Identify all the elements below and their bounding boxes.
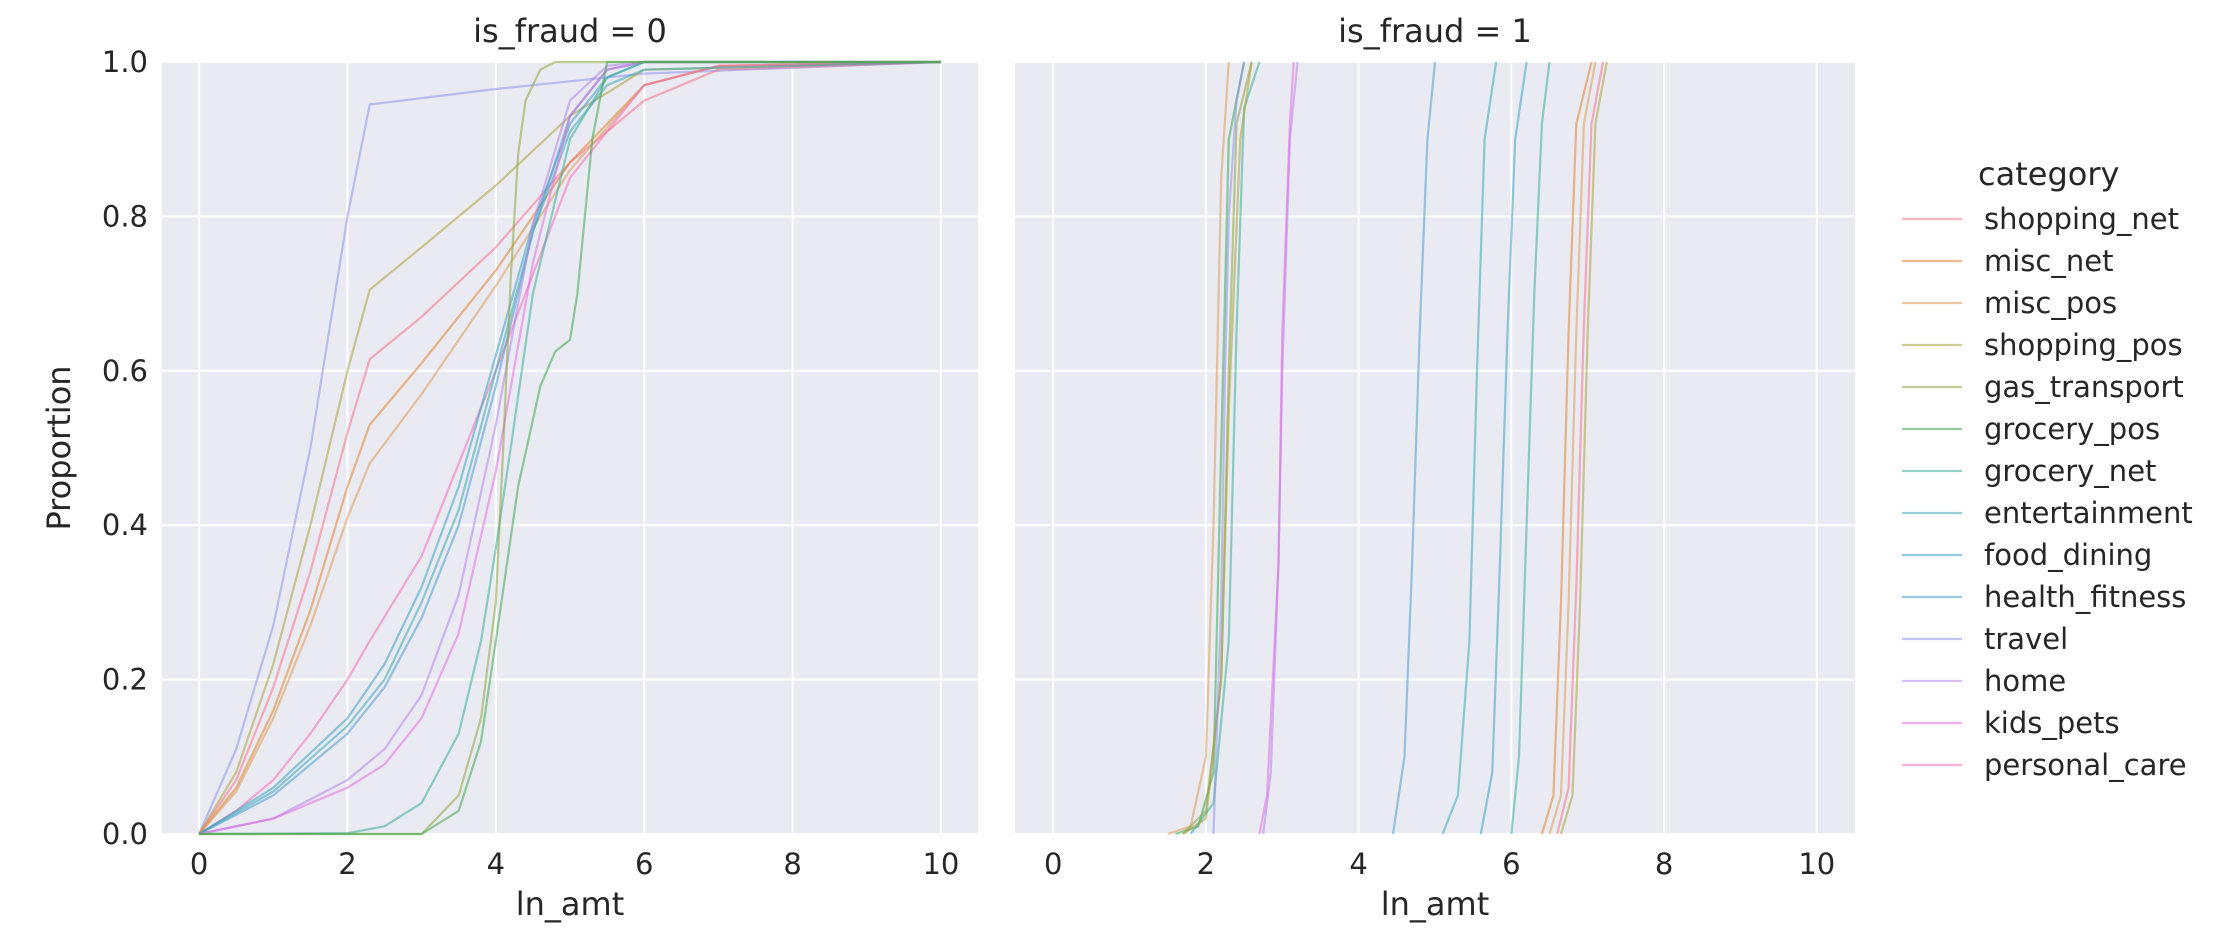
legend-item-misc_net: misc_net: [1902, 244, 2113, 278]
series-line-grocery_net: [1510, 61, 1551, 835]
gridlines: [1015, 61, 1855, 835]
series-line-travel: [1212, 61, 1246, 835]
legend: category shopping_net misc_net misc_posshop…: [1902, 155, 2193, 782]
y-axis-label: Proportion: [40, 365, 78, 530]
x-tick-labels: 0 2 4 6 8 10: [1044, 847, 1835, 881]
x-axis-label: ln_amt: [1381, 885, 1490, 923]
legend-item-misc_pos: misc_pos: [1902, 286, 2117, 320]
x-tick-label: 8: [1655, 847, 1673, 881]
series-line-kids_pets: [198, 60, 941, 836]
y-tick-labels: 0.0 0.2 0.4 0.6 0.8 1.0: [102, 45, 148, 851]
series-line-home: [198, 60, 941, 836]
legend-label: home: [1984, 664, 2066, 698]
legend-item-grocery_pos: grocery_pos: [1902, 412, 2160, 446]
y-tick-label: 0.0: [102, 817, 148, 851]
legend-label: misc_pos: [1984, 286, 2117, 320]
series-line-entertainment: [1441, 61, 1498, 835]
legend-label: entertainment: [1984, 496, 2193, 530]
legend-item-kids_pets: kids_pets: [1902, 706, 2120, 740]
panel-1: 0 2 4 6 8 10 ln_amt is_fraud = 0 0.0 0.2 0.4 0.6 0.8…: [40, 12, 978, 923]
legend-item-shopping_pos: shopping_pos: [1902, 328, 2183, 362]
series-line-misc_net: [1540, 61, 1593, 835]
x-tick-label: 4: [487, 847, 505, 881]
plot-area: [1015, 62, 1855, 834]
series-line-misc_pos: [1548, 61, 1597, 835]
series-line-shopping_net: [198, 60, 941, 835]
y-tick-label: 0.6: [102, 354, 148, 388]
x-tick-label: 10: [1798, 847, 1835, 881]
y-tick-label: 0.2: [102, 663, 148, 697]
series-line-health_fitness: [1391, 61, 1437, 835]
legend-item-personal_care: personal_care: [1902, 748, 2187, 782]
legend-label: personal_care: [1984, 748, 2187, 782]
legend-item-entertainment: entertainment: [1902, 496, 2193, 530]
legend-label: gas_transport: [1984, 370, 2184, 404]
ecdf-series: [1167, 61, 1608, 836]
legend-label: grocery_net: [1984, 454, 2156, 488]
x-tick-label: 10: [922, 847, 959, 881]
x-tick-label: 0: [190, 847, 208, 881]
series-line-personal_care: [198, 60, 941, 835]
legend-label: shopping_pos: [1984, 328, 2183, 362]
ecdf-series: [198, 60, 941, 836]
x-tick-label: 0: [1044, 847, 1062, 881]
x-tick-labels: 0 2 4 6 8 10: [190, 847, 959, 881]
y-tick-label: 1.0: [102, 45, 148, 79]
panel-title: is_fraud = 1: [1338, 12, 1532, 50]
legend-item-gas_transport: gas_transport: [1902, 370, 2184, 404]
legend-title: category: [1978, 155, 2119, 193]
x-tick-label: 2: [1197, 847, 1215, 881]
series-line-shopping_pos: [1559, 61, 1608, 835]
x-axis-label: ln_amt: [516, 885, 625, 923]
legend-label: travel: [1984, 622, 2068, 656]
y-tick-label: 0.8: [102, 199, 148, 233]
x-tick-label: 8: [783, 847, 801, 881]
legend-label: health_fitness: [1984, 580, 2186, 614]
series-line-gas_transport: [199, 60, 941, 836]
series-line-shopping_net: [1556, 61, 1605, 835]
legend-label: misc_net: [1984, 244, 2113, 278]
plot-area: [162, 62, 978, 834]
legend-label: food_dining: [1984, 538, 2152, 572]
legend-item-home: home: [1902, 664, 2066, 698]
series-line-grocery_pos: [199, 60, 941, 836]
legend-item-grocery_net: grocery_net: [1902, 454, 2156, 488]
series-line-shopping_pos: [1182, 61, 1253, 835]
panel-title: is_fraud = 0: [473, 12, 667, 50]
series-line-food_dining: [1479, 61, 1528, 835]
x-tick-label: 6: [1502, 847, 1520, 881]
x-tick-label: 6: [635, 847, 653, 881]
gridlines: [162, 61, 978, 835]
series-line-misc_pos: [1167, 61, 1230, 836]
legend-item-travel: travel: [1902, 622, 2068, 656]
panel-2: 0 2 4 6 8 10 ln_amt is_fraud = 1: [1015, 12, 1855, 923]
series-line-grocery_net: [199, 60, 941, 836]
legend-item-health_fitness: health_fitness: [1902, 580, 2186, 614]
panels: 0 2 4 6 8 10 ln_amt is_fraud = 0 0.0 0.2 0.4 0.6 0.8…: [40, 12, 1855, 923]
legend-label: kids_pets: [1984, 706, 2120, 740]
x-tick-label: 4: [1349, 847, 1367, 881]
legend-label: grocery_pos: [1984, 412, 2160, 446]
legend-item-shopping_net: shopping_net: [1902, 202, 2179, 236]
legend-item-food_dining: food_dining: [1902, 538, 2152, 572]
y-tick-label: 0.4: [102, 508, 148, 542]
x-tick-label: 2: [338, 847, 356, 881]
series-line-kids_pets: [1258, 61, 1295, 835]
series-line-entertainment: [198, 60, 941, 835]
legend-label: shopping_net: [1984, 202, 2179, 236]
